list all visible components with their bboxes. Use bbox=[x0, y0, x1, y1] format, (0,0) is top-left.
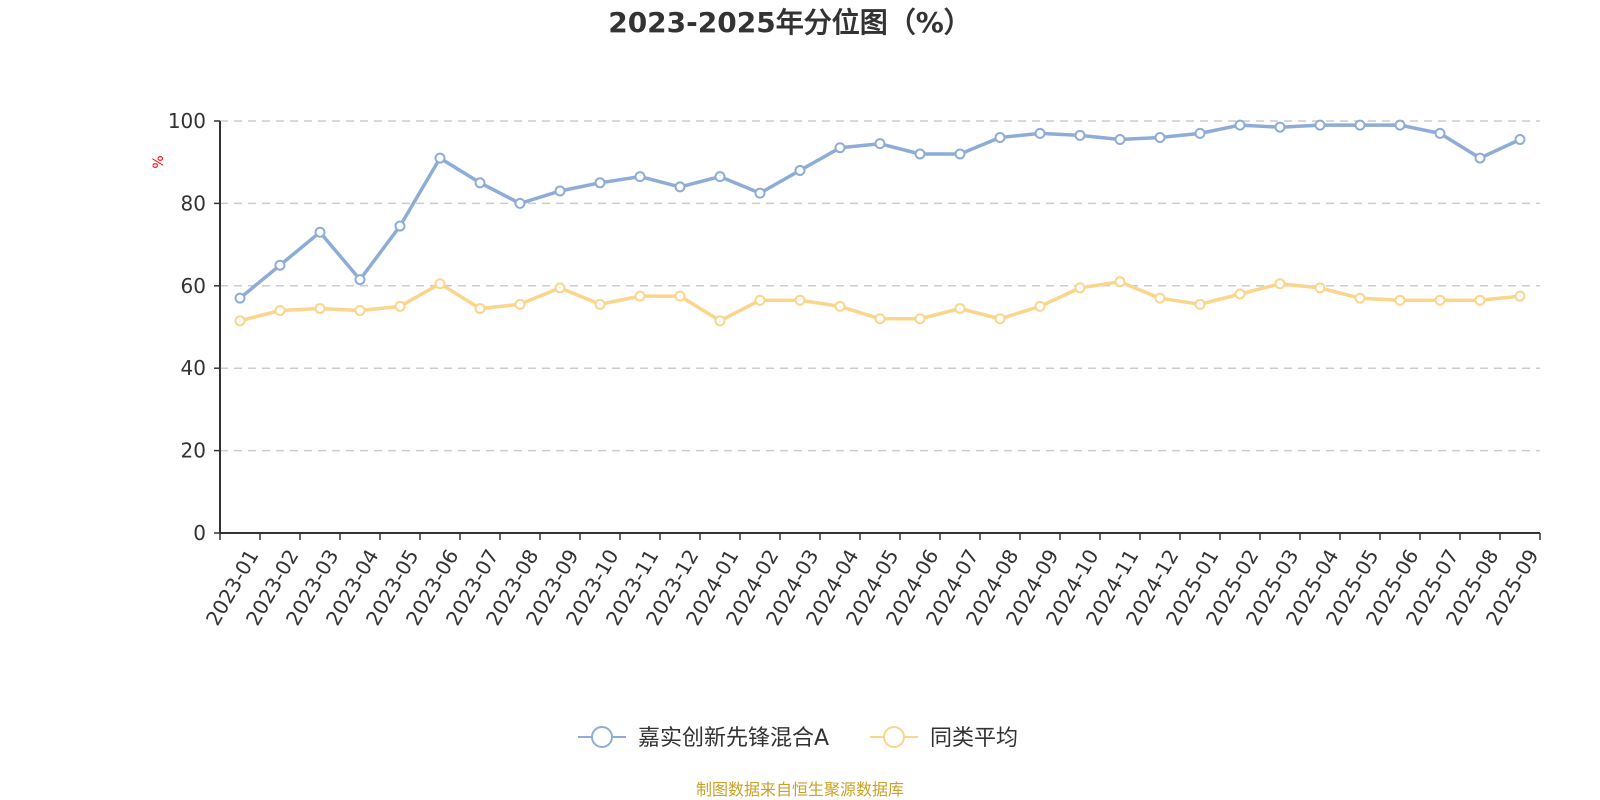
data-point bbox=[834, 300, 846, 312]
data-point bbox=[714, 171, 726, 183]
data-point bbox=[354, 305, 366, 317]
source-note: 制图数据来自恒生聚源数据库 bbox=[696, 780, 904, 799]
data-point bbox=[354, 274, 366, 286]
data-point bbox=[674, 290, 686, 302]
data-point bbox=[754, 294, 766, 306]
data-point bbox=[794, 164, 806, 176]
chart-title: 2023-2025年分位图（%） bbox=[608, 6, 972, 39]
data-point bbox=[1434, 294, 1446, 306]
data-point bbox=[674, 181, 686, 193]
x-tick-labels: 2023-012023-022023-032023-042023-052023-… bbox=[201, 533, 1543, 629]
data-point bbox=[1274, 278, 1286, 290]
legend-marker bbox=[591, 726, 613, 748]
data-point bbox=[914, 148, 926, 160]
y-axis-label: % bbox=[151, 155, 167, 168]
series-line bbox=[238, 123, 1521, 300]
data-point bbox=[1034, 127, 1046, 139]
data-point bbox=[554, 185, 566, 197]
data-point bbox=[274, 305, 286, 317]
data-point bbox=[794, 294, 806, 306]
y-tick-labels: 0 20 40 60 80 100 bbox=[168, 109, 206, 545]
y-tick-label: 20 bbox=[181, 439, 206, 463]
data-point bbox=[874, 138, 886, 150]
legend-marker bbox=[883, 726, 905, 748]
y-tick-label: 100 bbox=[168, 109, 206, 133]
data-point bbox=[474, 302, 486, 314]
data-point bbox=[1434, 127, 1446, 139]
data-point bbox=[1394, 294, 1406, 306]
data-point bbox=[994, 313, 1006, 325]
series-lines bbox=[234, 119, 1526, 327]
legend-item-1[interactable]: 同类平均 bbox=[870, 726, 1018, 751]
data-point bbox=[874, 313, 886, 325]
axes bbox=[219, 121, 1540, 534]
y-tick-label: 0 bbox=[193, 521, 206, 545]
data-point bbox=[1154, 131, 1166, 143]
grid-lines bbox=[214, 120, 1540, 534]
data-point bbox=[594, 177, 606, 189]
data-point bbox=[474, 177, 486, 189]
data-point bbox=[1074, 129, 1086, 141]
data-point bbox=[994, 131, 1006, 143]
data-point bbox=[1314, 282, 1326, 294]
data-point bbox=[234, 315, 246, 327]
data-point bbox=[634, 290, 646, 302]
data-point bbox=[314, 302, 326, 314]
data-point bbox=[394, 300, 406, 312]
legend-item-0[interactable]: 嘉实创新先锋混合A bbox=[578, 726, 829, 751]
legend-label: 同类平均 bbox=[930, 726, 1018, 751]
data-point bbox=[954, 148, 966, 160]
data-point bbox=[1274, 121, 1286, 133]
data-point bbox=[514, 298, 526, 310]
data-point bbox=[514, 197, 526, 209]
data-point bbox=[1194, 298, 1206, 310]
data-point bbox=[1154, 292, 1166, 304]
data-point bbox=[1354, 119, 1366, 131]
data-point bbox=[1114, 134, 1126, 146]
y-tick-label: 60 bbox=[181, 274, 206, 298]
data-point bbox=[394, 220, 406, 232]
y-tick-label: 40 bbox=[181, 356, 206, 380]
data-point bbox=[314, 226, 326, 238]
legend-label: 嘉实创新先锋混合A bbox=[638, 726, 829, 751]
data-point bbox=[1514, 290, 1526, 302]
data-point bbox=[914, 313, 926, 325]
data-point bbox=[594, 298, 606, 310]
data-point bbox=[1354, 292, 1366, 304]
data-point bbox=[1314, 119, 1326, 131]
data-point bbox=[1474, 152, 1486, 164]
data-point bbox=[1474, 294, 1486, 306]
data-point bbox=[434, 152, 446, 164]
series-0 bbox=[234, 119, 1526, 304]
data-point bbox=[1514, 134, 1526, 146]
data-point bbox=[634, 171, 646, 183]
data-point bbox=[1074, 282, 1086, 294]
data-point bbox=[1394, 119, 1406, 131]
data-point bbox=[274, 259, 286, 271]
data-point bbox=[1034, 300, 1046, 312]
data-point bbox=[834, 142, 846, 154]
y-tick-label: 80 bbox=[181, 191, 206, 215]
data-point bbox=[1234, 119, 1246, 131]
data-point bbox=[714, 315, 726, 327]
legend: 嘉实创新先锋混合A 同类平均 bbox=[578, 726, 1018, 751]
data-point bbox=[954, 302, 966, 314]
data-point bbox=[234, 292, 246, 304]
data-point bbox=[554, 282, 566, 294]
data-point bbox=[1234, 288, 1246, 300]
data-point bbox=[434, 278, 446, 290]
series-1 bbox=[234, 276, 1526, 327]
data-point bbox=[1194, 127, 1206, 139]
data-point bbox=[754, 187, 766, 199]
data-point bbox=[1114, 276, 1126, 288]
